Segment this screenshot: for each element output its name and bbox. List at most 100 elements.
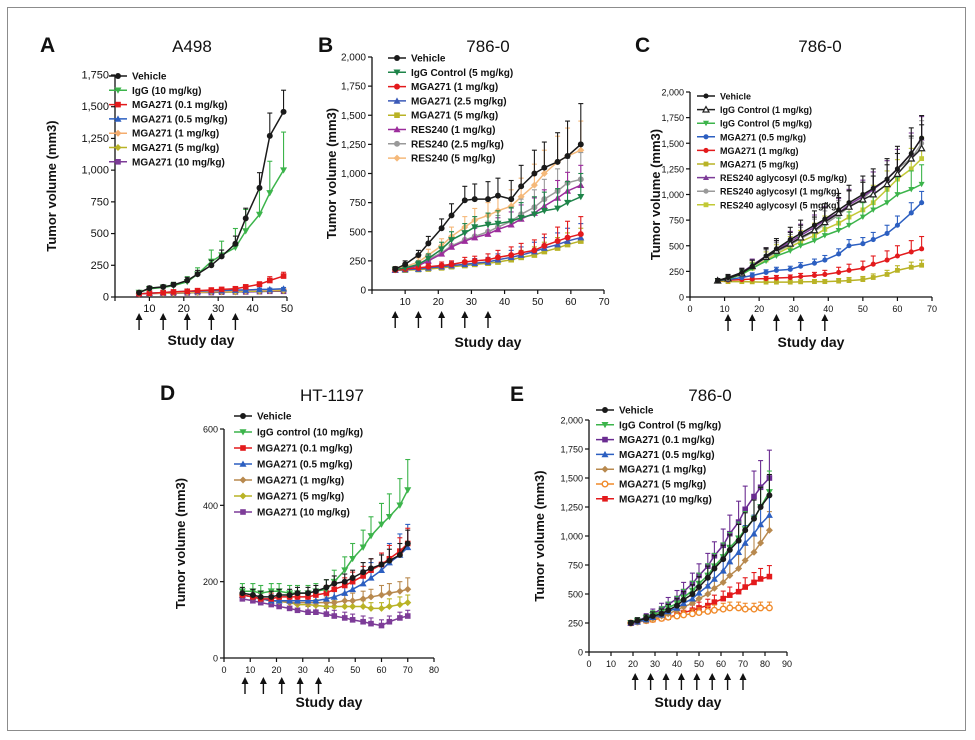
- data-point: [735, 564, 743, 572]
- dosing-arrowhead: [135, 313, 143, 320]
- data-point: [368, 565, 374, 572]
- x-tick-label: 80: [760, 659, 770, 669]
- data-point: [765, 526, 773, 534]
- y-tick-label: 1,000: [341, 169, 366, 180]
- legend-item: RES240 (5 mg/kg): [388, 154, 495, 165]
- data-point: [822, 216, 828, 222]
- data-point: [757, 576, 764, 582]
- data-point: [701, 105, 711, 113]
- legend-item: MGA271 (5 mg/kg): [109, 143, 219, 154]
- data-point: [240, 509, 246, 515]
- data-point: [811, 222, 818, 228]
- series-mga271-0-1-mg-kg: [136, 271, 287, 297]
- data-point: [341, 567, 349, 574]
- data-point: [242, 286, 250, 293]
- y-tick-label: 750: [669, 216, 684, 226]
- series-vehicle: [239, 529, 411, 600]
- data-point: [725, 274, 731, 281]
- data-point: [726, 546, 733, 553]
- data-point: [341, 615, 348, 621]
- panel-letter: C: [635, 34, 650, 57]
- data-point: [275, 597, 283, 604]
- data-point: [541, 242, 548, 249]
- legend-label: Vehicle: [619, 406, 654, 417]
- legend-label: MGA271 (0.1 mg/kg): [132, 100, 228, 111]
- y-tick-label: 600: [203, 425, 218, 435]
- y-tick-label: 0: [679, 293, 684, 303]
- data-point: [763, 253, 769, 259]
- data-point: [811, 272, 818, 279]
- data-point: [250, 597, 256, 604]
- data-point: [330, 599, 338, 607]
- data-point: [766, 573, 773, 580]
- data-point: [836, 278, 842, 284]
- legend-label: MGA271 (5 mg/kg): [257, 492, 344, 503]
- data-point: [276, 603, 282, 610]
- data-point: [331, 586, 338, 593]
- data-point: [541, 164, 548, 171]
- data-point: [883, 180, 892, 188]
- data-point: [710, 584, 718, 592]
- legend-item: MGA271 (5 mg/kg): [388, 111, 498, 122]
- legend-label: MGA271 (0.5 mg/kg): [720, 132, 806, 142]
- y-tick-label: 1,500: [661, 139, 684, 149]
- data-point: [323, 611, 330, 617]
- data-point: [461, 259, 468, 266]
- y-tick-label: 500: [349, 227, 366, 238]
- data-point: [218, 286, 225, 293]
- data-point: [257, 593, 264, 600]
- data-point: [531, 247, 538, 254]
- legend-label: MGA271 (5 mg/kg): [411, 111, 498, 122]
- legend-item: MGA271 (1 mg/kg): [388, 82, 498, 93]
- data-point: [719, 567, 727, 574]
- dosing-arrowhead: [631, 673, 639, 680]
- data-point: [402, 261, 409, 268]
- data-point: [689, 591, 696, 597]
- data-point: [884, 257, 890, 263]
- data-point: [349, 597, 357, 605]
- series-vehicle: [392, 103, 584, 273]
- data-point: [846, 267, 852, 273]
- data-point: [869, 190, 878, 198]
- legend-label: MGA271 (0.5 mg/kg): [132, 114, 228, 125]
- data-point: [860, 191, 866, 198]
- data-point: [749, 279, 755, 285]
- y-tick-label: 0: [103, 292, 109, 304]
- x-tick-label: 0: [586, 659, 591, 669]
- data-point: [484, 221, 492, 229]
- y-tick-label: 2,000: [560, 416, 583, 426]
- y-tick-label: 200: [203, 577, 218, 587]
- dosing-arrowhead: [662, 673, 670, 680]
- x-tick-label: 20: [754, 304, 764, 314]
- x-tick-label: 50: [350, 665, 360, 675]
- data-point: [378, 566, 385, 574]
- data-point: [846, 222, 853, 229]
- data-point: [367, 604, 375, 612]
- data-point: [471, 224, 479, 231]
- x-tick-label: 30: [650, 659, 660, 669]
- data-point: [811, 260, 818, 266]
- data-point: [749, 263, 755, 269]
- data-point: [448, 261, 455, 268]
- data-point: [294, 594, 301, 600]
- data-point: [908, 150, 914, 157]
- legend-item: Vehicle: [697, 92, 751, 102]
- data-point: [763, 276, 769, 282]
- y-tick-label: 1,500: [81, 101, 109, 113]
- data-point: [703, 161, 709, 167]
- legend-label: MGA271 (10 mg/kg): [257, 508, 350, 519]
- data-point: [695, 609, 703, 617]
- x-tick-label: 60: [565, 297, 577, 308]
- x-tick-label: 70: [738, 659, 748, 669]
- data-point: [786, 239, 795, 247]
- data-point: [507, 218, 515, 225]
- data-point: [396, 587, 404, 595]
- data-point: [404, 613, 411, 619]
- data-point: [917, 144, 926, 152]
- data-point: [218, 253, 225, 260]
- legend-label: MGA271 (1 mg/kg): [411, 82, 498, 93]
- data-point: [404, 487, 412, 494]
- data-point: [796, 233, 805, 241]
- data-point: [564, 153, 571, 159]
